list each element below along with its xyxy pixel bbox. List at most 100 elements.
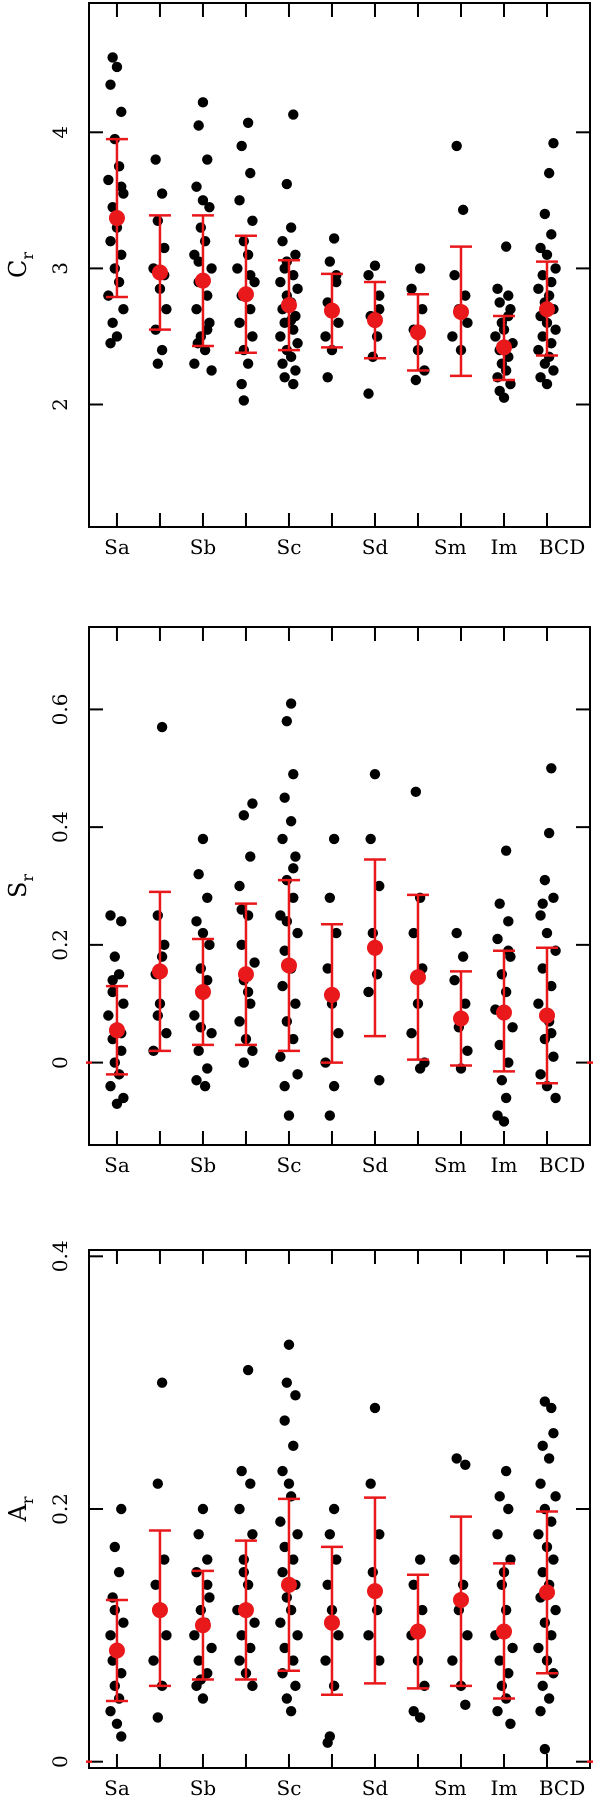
data-point: [279, 1642, 290, 1654]
data-point: [369, 768, 381, 780]
data-point: [543, 1453, 555, 1464]
data-point: [285, 1604, 297, 1616]
data-point: [202, 1668, 213, 1679]
data-point: [197, 97, 209, 108]
data-point: [457, 1579, 469, 1591]
mean-marker: [108, 210, 125, 227]
data-point: [414, 1712, 426, 1723]
data-point: [118, 1617, 129, 1628]
y-tick-label: 0.2: [48, 929, 72, 961]
data-point: [328, 233, 340, 244]
mean-marker: [194, 272, 211, 289]
data-point: [365, 1478, 376, 1489]
data-point: [365, 833, 376, 845]
data-point: [279, 1541, 290, 1553]
data-point: [494, 1655, 505, 1666]
data-point: [320, 1655, 331, 1666]
data-point: [324, 256, 336, 267]
data-point: [533, 1642, 544, 1654]
data-point: [492, 1529, 503, 1540]
mean-marker: [280, 957, 297, 974]
data-point: [533, 344, 544, 356]
data-point: [236, 1630, 247, 1641]
mean-marker: [108, 1022, 125, 1039]
data-point: [234, 317, 245, 329]
data-point: [156, 188, 168, 199]
data-point: [290, 365, 301, 376]
data-point: [281, 715, 293, 727]
data-point: [492, 933, 503, 945]
x-category-label: Im: [491, 1776, 518, 1800]
data-point: [116, 1731, 127, 1742]
data-point: [202, 154, 213, 165]
data-point: [322, 1579, 333, 1591]
data-point: [105, 1630, 116, 1641]
data-point: [281, 256, 293, 267]
data-point: [490, 331, 501, 342]
data-point: [371, 1604, 383, 1616]
data-point: [206, 263, 217, 274]
mean-marker: [151, 264, 168, 281]
data-point: [533, 1529, 544, 1540]
data-point: [202, 892, 213, 903]
data-point: [275, 1051, 286, 1062]
mean-marker: [366, 939, 383, 956]
data-point: [447, 331, 458, 342]
data-point: [249, 957, 260, 968]
data-point: [539, 1396, 551, 1407]
data-point: [535, 1069, 546, 1080]
data-point: [161, 1630, 172, 1641]
data-point: [533, 998, 544, 1009]
data-point: [275, 276, 286, 288]
data-point: [107, 317, 118, 329]
mean-marker: [409, 1623, 426, 1640]
data-point: [537, 898, 548, 909]
data-point: [193, 1045, 204, 1057]
data-point: [159, 939, 170, 951]
data-point: [199, 1080, 211, 1092]
data-point: [152, 910, 164, 921]
data-point: [494, 1491, 505, 1502]
data-point: [503, 290, 514, 301]
y-tick-label: 0.6: [48, 694, 72, 726]
data-point: [550, 324, 561, 335]
data-point: [546, 980, 557, 992]
data-point: [462, 1045, 473, 1057]
data-point: [507, 1022, 518, 1033]
data-point: [324, 1529, 336, 1540]
data-point: [283, 1110, 295, 1121]
mean-marker: [151, 963, 168, 980]
data-point: [189, 1630, 200, 1641]
data-point: [109, 263, 121, 274]
mean-marker: [237, 286, 254, 303]
data-point: [283, 1339, 295, 1350]
data-point: [288, 378, 299, 390]
data-point: [275, 1516, 286, 1527]
data-point: [546, 276, 557, 288]
data-point: [363, 388, 374, 399]
data-point: [107, 52, 118, 63]
data-point: [191, 1566, 202, 1578]
data-point: [363, 986, 374, 998]
data-point: [451, 140, 462, 152]
data-point: [247, 798, 258, 809]
data-point: [460, 1699, 471, 1711]
data-point: [245, 1478, 256, 1489]
data-point: [238, 395, 250, 406]
data-point: [322, 1737, 333, 1748]
data-point: [279, 1415, 290, 1426]
y-tick-label: 0: [48, 1755, 72, 1768]
data-point: [281, 1592, 293, 1603]
data-point: [550, 1604, 561, 1616]
mean-marker: [323, 1614, 340, 1631]
mean-marker: [194, 983, 211, 1000]
data-point: [374, 290, 385, 301]
data-point: [539, 1617, 551, 1628]
data-point: [320, 331, 331, 342]
data-point: [189, 358, 200, 369]
data-point: [281, 1016, 293, 1027]
data-point: [494, 898, 505, 909]
data-point: [288, 1033, 299, 1045]
data-point: [374, 1075, 385, 1086]
